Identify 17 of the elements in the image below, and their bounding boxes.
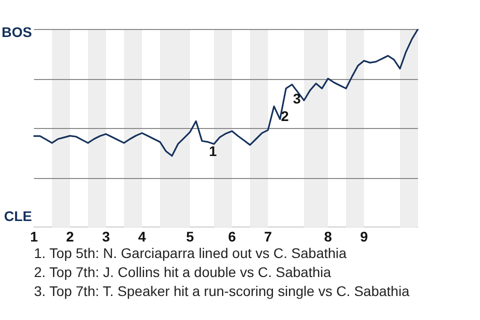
- annotation: 2: [281, 108, 289, 124]
- text: CLE: [4, 208, 32, 224]
- x-tick-label: 6: [228, 228, 236, 244]
- text: 2. Top 7th: J. Collins hit a double vs C. Sabathia: [34, 263, 332, 282]
- x-tick-label: 4: [138, 228, 146, 244]
- x-tick-label: 7: [264, 228, 272, 244]
- annotation: 1: [209, 142, 217, 159]
- text: 3. Top 7th: T. Speaker hit a run-scoring single vs C. Sabathia: [34, 282, 410, 301]
- x-tick-label: 5: [186, 228, 194, 244]
- x-tick-label: 1: [30, 228, 38, 244]
- x-tick-label: 8: [324, 228, 332, 244]
- annotation: 3: [293, 90, 301, 106]
- text: 1. Top 5th: N. Garciaparra lined out vs C. Sabathia: [34, 244, 348, 263]
- text: BOS: [2, 24, 32, 40]
- x-tick-label: 3: [102, 228, 110, 244]
- x-tick-label: 2: [66, 228, 74, 244]
- x-tick-label: 9: [360, 228, 368, 244]
